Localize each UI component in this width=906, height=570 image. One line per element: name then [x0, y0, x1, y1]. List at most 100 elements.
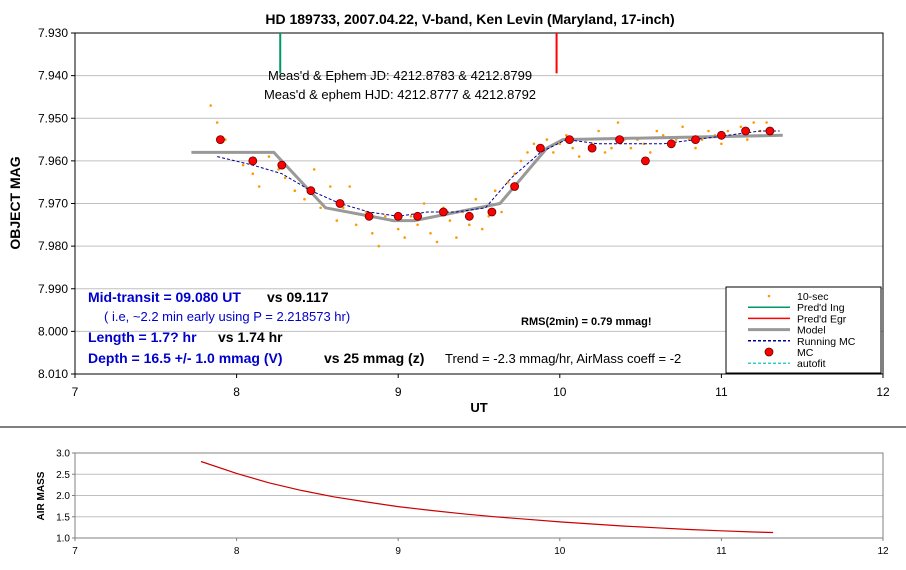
data-point-10sec — [267, 155, 271, 158]
airmass-x-tick-label: 7 — [72, 546, 78, 557]
airmass-x-tick-label: 9 — [395, 546, 401, 557]
airmass-x-tick-label: 10 — [554, 546, 566, 557]
data-point-mc — [691, 135, 700, 145]
data-point-10sec — [681, 125, 684, 129]
airmass-y-tick-label: 2.5 — [56, 470, 70, 481]
airmass-y-tick-label: 3.0 — [56, 449, 70, 460]
data-point-10sec — [526, 151, 529, 154]
chart-title: HD 189733, 2007.04.22, V-band, Ken Levin… — [265, 11, 674, 27]
data-point-10sec — [377, 244, 381, 248]
annotation-jd: Meas'd & Ephem JD: 4212.8783 & 4212.8799 — [268, 68, 532, 83]
data-point-10sec — [603, 151, 607, 154]
x-tick-label: 7 — [72, 385, 79, 399]
data-point-10sec — [552, 151, 555, 154]
data-point-10sec — [335, 219, 339, 222]
data-point-10sec — [694, 146, 697, 150]
y-tick-label: 7.940 — [38, 69, 68, 83]
data-point-10sec — [429, 232, 432, 235]
x-tick-label: 10 — [553, 385, 567, 399]
data-point-mc — [215, 135, 225, 145]
data-point-mc — [510, 182, 519, 191]
data-point-10sec — [215, 121, 219, 124]
data-point-10sec — [642, 142, 646, 146]
legend-label: Pred'd Ing — [797, 302, 845, 314]
y-tick-label: 7.930 — [38, 26, 68, 40]
legend-symbol — [767, 294, 771, 298]
airmass-x-tick-label: 12 — [877, 546, 889, 557]
legend-label: Model — [797, 325, 826, 337]
data-point-10sec — [435, 240, 439, 244]
data-point-10sec — [396, 227, 400, 231]
data-point-10sec — [513, 172, 516, 175]
data-point-10sec — [519, 159, 523, 163]
data-point-mc — [306, 186, 316, 196]
airmass-y-tick-label: 1.5 — [56, 512, 70, 523]
data-point-10sec — [384, 215, 387, 218]
running-mc-line — [217, 130, 780, 217]
data-point-10sec — [629, 146, 633, 150]
data-point-10sec — [739, 125, 743, 129]
data-point-10sec — [329, 185, 332, 188]
y-tick-label: 8.010 — [38, 367, 68, 381]
data-point-10sec — [251, 172, 255, 175]
data-point-10sec — [726, 129, 730, 133]
data-point-10sec — [474, 197, 478, 201]
legend-label: autofit — [797, 358, 826, 370]
airmass-axis-ticks: 3.0 2.5 2.0 1.5 1.07 8 9 10 11 12 — [56, 449, 889, 558]
data-point-10sec — [209, 104, 212, 107]
data-point-mc — [335, 199, 345, 208]
data-point-mc — [587, 143, 597, 153]
data-point-10sec — [493, 189, 497, 192]
data-point-10sec — [416, 223, 419, 227]
annotation-length-vs: vs 1.74 hr — [218, 329, 283, 345]
data-point-10sec — [674, 138, 678, 141]
data-point-mc — [765, 126, 775, 136]
y-axis-label: OBJECT MAG — [7, 156, 23, 249]
data-point-10sec — [455, 236, 458, 239]
data-point-10sec — [342, 206, 345, 210]
data-point-10sec — [241, 163, 245, 167]
y-tick-label: 7.970 — [38, 197, 68, 211]
data-point-10sec — [597, 129, 600, 133]
data-point-mc — [464, 211, 474, 221]
data-point-10sec — [480, 227, 484, 231]
data-point-mc — [393, 211, 403, 221]
main-gridlines — [75, 75, 883, 332]
x-tick-label: 9 — [395, 385, 402, 399]
data-point-10sec — [746, 138, 749, 141]
data-point-mc — [248, 156, 258, 166]
data-point-10sec — [616, 121, 620, 124]
legend-label: Running MC — [797, 336, 856, 348]
data-point-mc — [438, 207, 448, 217]
data-point-10sec — [371, 232, 374, 235]
airmass-line — [200, 460, 774, 534]
legend-label: Pred'd Egr — [797, 313, 847, 325]
y-tick-label: 8.000 — [38, 324, 68, 338]
data-point-10sec — [293, 189, 297, 192]
data-point-10sec — [577, 155, 581, 158]
legend-label: 10-sec — [797, 291, 829, 303]
airmass-y-tick-label: 1.0 — [56, 534, 70, 545]
data-point-mc — [666, 139, 676, 149]
data-point-10sec — [500, 210, 503, 214]
data-point-10sec — [610, 146, 613, 150]
data-point-10sec — [752, 121, 755, 124]
y-tick-label: 7.960 — [38, 154, 68, 168]
airmass-series — [200, 460, 774, 534]
data-point-10sec — [765, 121, 768, 124]
airmass-gridlines — [75, 473, 883, 518]
annotation-early-note: ( i.e, ~2.2 min early using P = 2.218573… — [104, 309, 350, 324]
data-point-10sec — [707, 129, 710, 133]
airmass-y-tick-label: 2.0 — [56, 491, 70, 502]
main-series — [191, 33, 783, 248]
annotation-hjd: Meas'd & ephem HJD: 4212.8777 & 4212.879… — [264, 87, 536, 102]
x-tick-label: 12 — [876, 385, 890, 399]
data-point-mc — [565, 135, 574, 145]
data-point-10sec — [565, 134, 568, 137]
data-point-10sec — [422, 202, 426, 205]
data-point-mc — [641, 156, 650, 166]
data-point-10sec — [661, 134, 665, 137]
data-point-10sec — [348, 185, 352, 188]
